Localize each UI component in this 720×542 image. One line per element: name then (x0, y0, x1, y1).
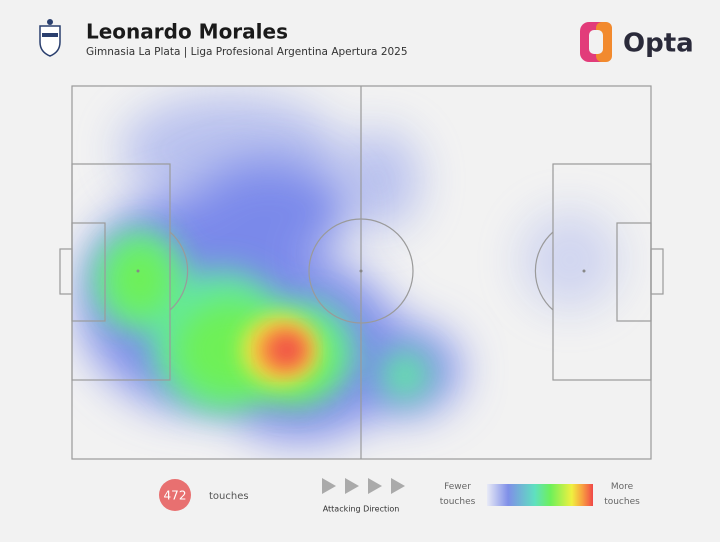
legend-gradient (487, 484, 593, 506)
club-crest (39, 19, 61, 57)
legend-high: More touches (604, 482, 640, 507)
direction-label: Attacking Direction (323, 505, 400, 514)
brand-logo: Opta (580, 22, 694, 62)
touches-label: touches (209, 491, 249, 502)
touches-count: 472 (164, 489, 187, 503)
brand-name: Opta (623, 29, 694, 59)
direction-arrows (322, 478, 405, 494)
pitch-spots (136, 269, 586, 273)
subtitle: Gimnasia La Plata | Liga Profesional Arg… (86, 46, 408, 58)
player-name: Leonardo Morales (86, 20, 288, 44)
legend-high-wrap: More touches (604, 482, 640, 507)
legend-low: Fewer touches (439, 482, 476, 507)
legend-low-wrap: Fewer touches (439, 482, 476, 507)
touches-badge (159, 479, 191, 511)
